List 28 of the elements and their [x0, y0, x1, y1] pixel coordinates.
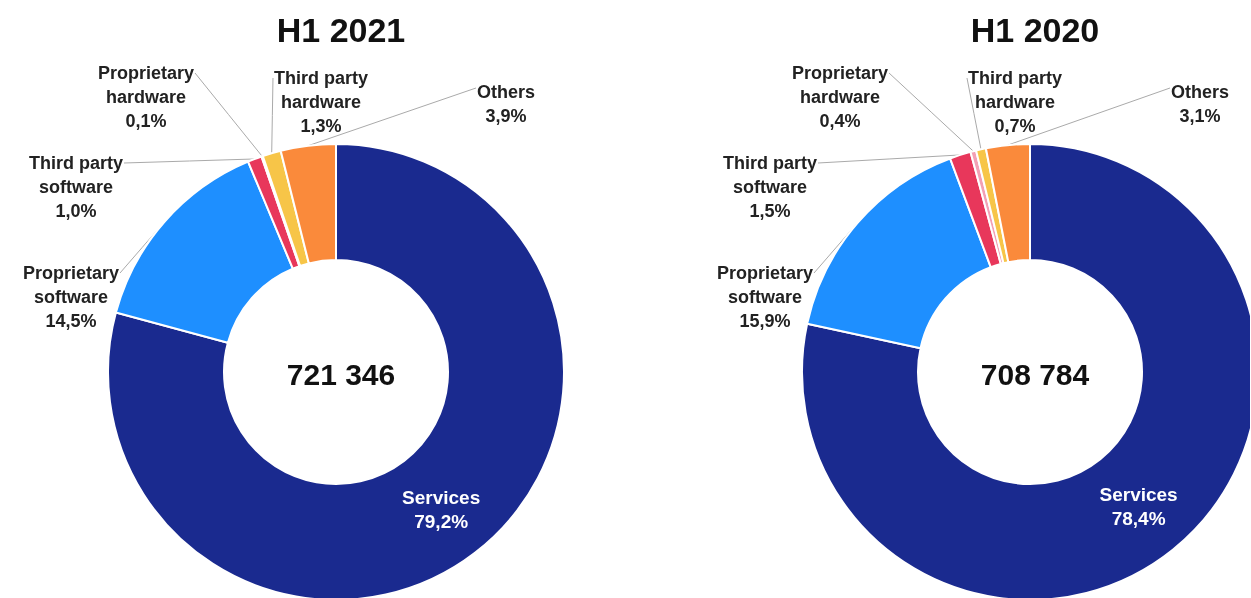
data-label: 0,1% — [125, 111, 167, 131]
chart-title: H1 2020 — [970, 11, 1100, 49]
data-label: 1,5% — [749, 201, 791, 221]
data-label: 15,9% — [739, 311, 791, 331]
slice-label: Services — [1099, 484, 1178, 506]
data-label: 79,2% — [414, 510, 469, 532]
slice-label: Others — [476, 82, 536, 102]
data-label: 78,4% — [1111, 508, 1166, 530]
text: 708 784 — [980, 357, 1090, 391]
slice-label: Third party software — [722, 153, 818, 197]
slice-label: Proprietary hardware — [791, 63, 889, 107]
data-label: 14,5% — [45, 311, 97, 331]
data-label: 1,0% — [55, 201, 97, 221]
data-label: 3,1% — [1179, 106, 1221, 126]
slice-label: Third party hardware — [967, 68, 1063, 112]
data-label: 1,3% — [300, 116, 342, 136]
slice-label: Others — [1170, 82, 1230, 102]
slice-label: Proprietary software — [22, 263, 120, 307]
slice-label: Third party hardware — [273, 68, 369, 112]
slice-label: Proprietary software — [716, 263, 814, 307]
chart-title: H1 2021 — [276, 11, 406, 49]
slice-label: Proprietary hardware — [97, 63, 195, 107]
data-label: 3,9% — [485, 106, 527, 126]
data-label: 0,7% — [994, 116, 1036, 136]
slice-label: Services — [402, 486, 481, 508]
data-label: 0,4% — [819, 111, 861, 131]
slice-label: Third party software — [28, 153, 124, 197]
text: 721 346 — [286, 357, 396, 391]
